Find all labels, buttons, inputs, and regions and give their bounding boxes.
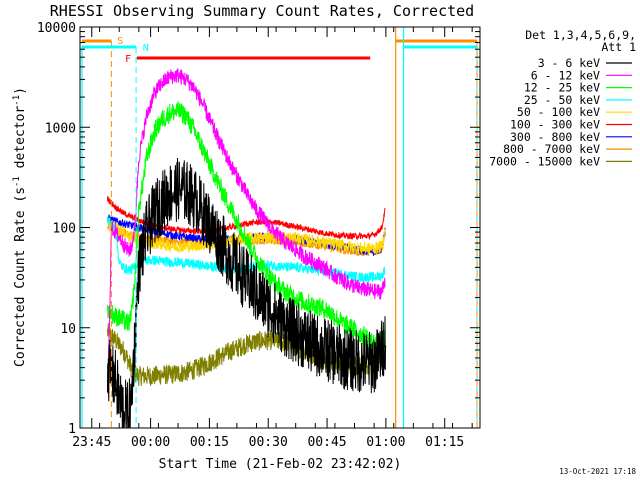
x-tick-label: 01:00 (366, 435, 405, 450)
axis-layer: 1 10 100 1000 10000 23:45 00:00 00:15 00:30 00:45… (37, 21, 480, 450)
series-line-50-100-kev (107, 217, 386, 255)
y-tick-label: 100 (53, 222, 76, 237)
saa-label: S (117, 36, 123, 47)
flare-label: F (125, 54, 131, 65)
legend-label-25-50kev: 25 - 50 keV (524, 93, 600, 107)
legend-label-6-12kev: 6 - 12 keV (531, 68, 600, 82)
x-tick-label: 00:15 (190, 435, 229, 450)
series-line-12-25-kev (107, 101, 386, 353)
y-tick-label: 1 (68, 422, 76, 437)
x-tick-label: 23:45 (72, 435, 111, 450)
legend-label-7000-15000kev: 7000 - 15000 keV (489, 154, 600, 168)
legend-header-line2: Att 1 (601, 40, 636, 54)
y-tick-label: 10 (60, 322, 76, 337)
x-tick-label: 01:15 (425, 435, 464, 450)
legend-label-800-7000kev: 800 - 7000 keV (503, 142, 600, 156)
chart-title: RHESSI Observing Summary Count Rates, Co… (50, 2, 474, 20)
x-axis-label: Start Time (21-Feb-02 23:42:02) (159, 457, 402, 472)
y-tick-label: 1000 (45, 121, 76, 136)
x-tick-label: 00:30 (249, 435, 288, 450)
y-axis-label: Corrected Count Rate (s-1 detector-1) (12, 87, 28, 367)
series-line-6-12-kev (107, 68, 386, 394)
legend-header-line1: Det 1,3,4,5,6,9, (525, 28, 636, 42)
legend-label-300-800kev: 300 - 800 keV (510, 130, 600, 144)
series-line-3-6-kev (107, 157, 387, 429)
legend-label-100-300kev: 100 - 300 keV (510, 118, 600, 132)
legend-label-12-25kev: 12 - 25 keV (524, 81, 600, 95)
generation-timestamp: 13-Oct-2021 17:18 (559, 467, 636, 476)
x-tick-label: 00:00 (131, 435, 170, 450)
x-tick-label: 00:45 (307, 435, 346, 450)
legend-label-3-6kev: 3 - 6 keV (538, 56, 600, 70)
legend-label-50-100kev: 50 - 100 keV (517, 105, 600, 119)
data-layer (107, 68, 387, 429)
y-tick-label: 10000 (37, 21, 76, 36)
plot-frame (79, 26, 481, 429)
night-label: N (143, 43, 149, 54)
